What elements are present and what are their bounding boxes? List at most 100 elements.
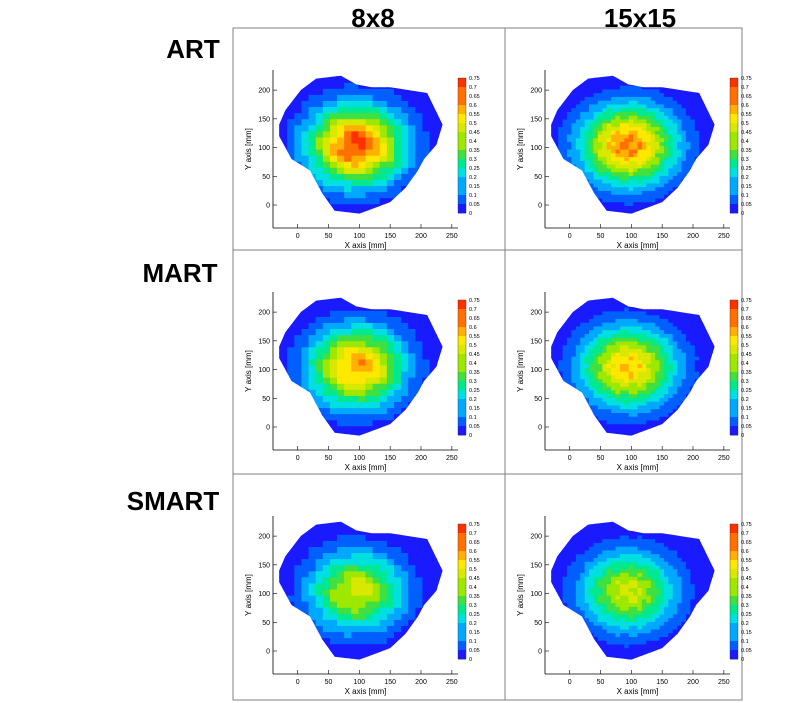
heatmap-cell [372,395,381,402]
heatmap-cell [628,179,634,184]
heatmap-cell [655,352,661,357]
heatmap-cell [584,115,590,120]
heatmap-cell [575,149,581,154]
heatmap-cell [663,333,669,338]
heatmap-cell [344,364,352,372]
heatmap-cell [344,191,352,199]
heatmap-cell [422,106,431,114]
heatmap-cell [672,160,678,165]
heatmap-cell [337,161,345,168]
heatmap-cell [672,107,678,112]
heatmap-cell [584,137,590,143]
heatmap-cell [365,191,374,199]
heatmap-cell [553,133,559,139]
heatmap-cell [606,190,612,195]
heatmap-cell [401,124,409,132]
heatmap-cell [379,377,388,384]
heatmap-cell [633,111,639,116]
heatmap-cell [663,118,669,124]
heatmap-cell [287,364,295,372]
heatmap-cell [562,156,568,161]
heatmap-cell [677,137,683,143]
heatmap-cell [329,298,338,305]
heatmap-cell [619,160,625,165]
heatmap-cell [337,340,345,348]
heatmap-cell [633,100,639,105]
heatmap-cell [301,142,310,150]
heatmap-cell [567,92,573,97]
heatmap-cell [624,190,630,195]
heatmap-cell [351,383,359,390]
heatmap-cell [677,382,683,387]
heatmap-cell [637,307,643,312]
heatmap-cell [322,389,331,396]
heatmap-cell [611,85,617,90]
heatmap-cell [646,111,652,116]
heatmap-cell [619,126,625,131]
heatmap-cell [562,325,568,331]
heatmap-cell [611,88,617,94]
heatmap-cell [681,374,687,380]
heatmap-cell [624,156,630,161]
heatmap-cell [584,389,590,395]
heatmap-cell [589,160,595,165]
heatmap-cell [593,179,599,184]
colorbar-label: 0.1 [469,415,477,421]
heatmap-cell [663,374,669,380]
heatmap-cell [624,416,630,421]
heatmap-cell [558,371,564,376]
heatmap-cell [301,340,310,348]
heatmap-cell [615,299,621,304]
heatmap-cell [589,115,595,120]
heatmap-cell [351,203,359,211]
heatmap-cell [386,161,395,168]
heatmap-cell [619,355,625,361]
heatmap-cell [637,179,643,184]
heatmap-cell [344,322,352,330]
heatmap-cell [329,124,338,132]
heatmap-cell [694,92,700,97]
heatmap-cell [593,378,599,383]
heatmap-cell [646,118,652,124]
heatmap-cell [650,310,656,316]
heatmap-cell [659,382,665,387]
heatmap-cell [315,149,324,156]
heatmap-cell [619,367,625,372]
heatmap-cell [615,201,621,207]
heatmap-cell [624,352,630,357]
heatmap-cell [624,359,630,365]
heatmap-cell [584,352,590,357]
heatmap-cell [567,149,573,154]
heatmap-cell [677,363,683,368]
heatmap-cell [315,106,324,114]
heatmap-cell [344,371,352,378]
heatmap-cell [580,167,586,173]
heatmap-cell [672,348,678,353]
heatmap-cell [401,155,409,162]
heatmap-cell [584,314,590,319]
heatmap-cell [606,126,612,131]
heatmap-cell [611,378,617,383]
heatmap-cell [685,126,691,131]
heatmap-cell [567,382,573,387]
heatmap-cell [401,112,409,120]
heatmap-cell [329,203,338,211]
heatmap-cell [602,386,608,391]
heatmap-cell [571,318,577,323]
heatmap-cell [593,355,599,361]
heatmap-cell [663,137,669,143]
heatmap-cell [436,130,443,138]
heatmap-cell [567,318,573,323]
heatmap-cell [351,304,359,311]
heatmap-cell [663,194,669,199]
heatmap-cell [593,175,599,180]
heatmap-cell [685,344,691,350]
heatmap-cell [322,185,331,193]
heatmap-cell [386,407,395,415]
heatmap-cell [650,314,656,319]
heatmap-cell [707,348,713,353]
colorbar-swatch [458,204,466,214]
heatmap-cell [641,337,647,342]
heatmap-cell [672,88,678,94]
heatmap-cell [408,371,416,378]
